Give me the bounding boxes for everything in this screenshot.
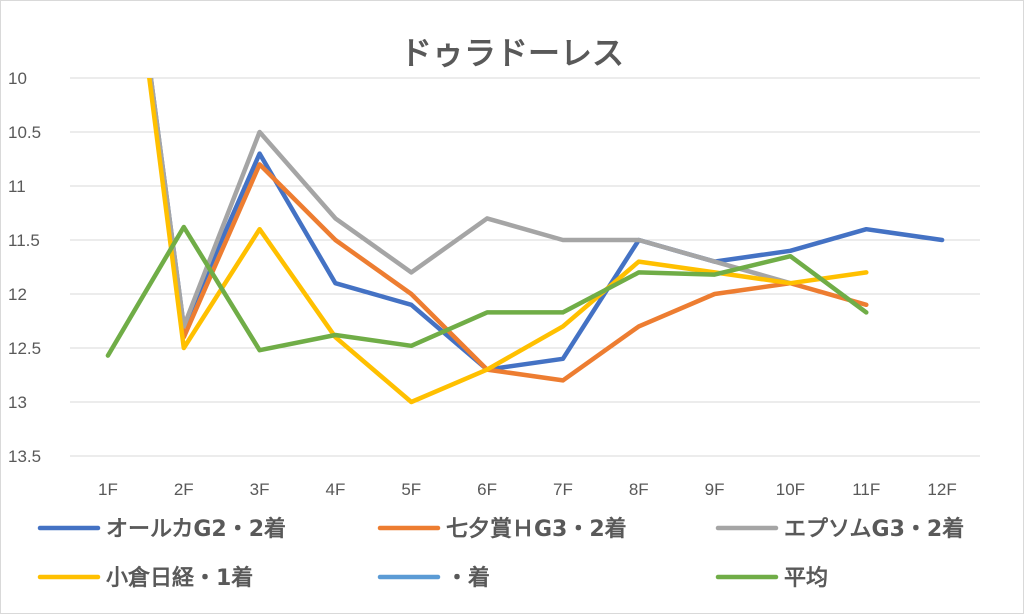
x-tick-label: 5F <box>401 480 421 499</box>
x-tick-label: 7F <box>553 480 573 499</box>
series-line <box>105 224 869 358</box>
legend-label: ・着 <box>446 565 490 591</box>
x-tick-label: 10F <box>776 480 805 499</box>
x-tick-label: 9F <box>705 480 725 499</box>
legend-label: 平均 <box>784 565 828 591</box>
legend-label: 七夕賞ＨG3・2着 <box>446 516 627 542</box>
y-tick-label: 11 <box>8 177 26 196</box>
x-tick-label: 4F <box>325 480 345 499</box>
legend-label: 小倉日経・1着 <box>106 565 253 591</box>
y-tick-label: 10.5 <box>8 123 41 142</box>
y-tick-label: 12.5 <box>8 339 41 358</box>
x-tick-label: 8F <box>629 480 649 499</box>
x-tick-label: 1F <box>98 480 118 499</box>
y-axis-ticks: 10 10.5 11 11.5 12 12.5 13 13.5 <box>8 69 41 466</box>
series-lines <box>105 78 945 405</box>
y-tick-label: 13.5 <box>8 447 41 466</box>
x-tick-label: 2F <box>174 480 194 499</box>
legend-label: オールカG2・2着 <box>106 516 286 542</box>
x-tick-label: 12F <box>927 480 956 499</box>
y-tick-label: 11.5 <box>8 231 40 250</box>
chart-title: ドゥラドーレス <box>400 34 624 72</box>
x-tick-label: 3F <box>250 480 270 499</box>
x-tick-label: 11F <box>852 480 880 499</box>
x-tick-label: 6F <box>477 480 497 499</box>
y-tick-label: 10 <box>8 69 27 88</box>
series-line <box>148 78 945 372</box>
y-tick-label: 13 <box>8 393 27 412</box>
legend-label: エプソムG3・2着 <box>784 516 964 542</box>
x-axis-ticks: 1F 2F 3F 4F 5F 6F 7F 8F 9F 10F 11F 12F <box>98 480 957 499</box>
series-line <box>147 78 869 405</box>
series-line <box>148 78 793 329</box>
y-tick-label: 12 <box>8 285 27 304</box>
